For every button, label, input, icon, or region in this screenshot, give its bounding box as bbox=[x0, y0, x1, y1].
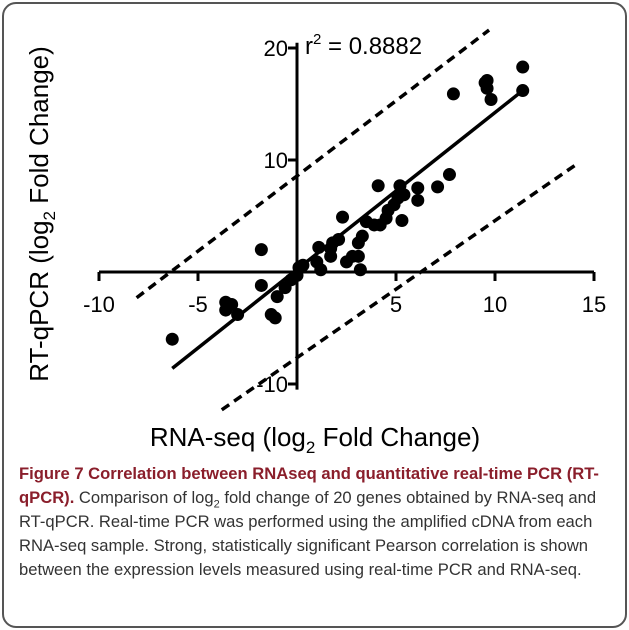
point bbox=[446, 87, 460, 101]
point bbox=[516, 60, 530, 74]
x-tick-label: 15 bbox=[582, 292, 606, 317]
point bbox=[219, 303, 233, 317]
point bbox=[355, 229, 369, 243]
x-axis-label: RNA-seq (log2 Fold Change) bbox=[150, 422, 480, 455]
bound-line bbox=[220, 163, 578, 412]
y-tick-label: 20 bbox=[264, 36, 288, 61]
chart: r2 = 0.8882 RNA-seq (log2 Fold Change) R… bbox=[24, 28, 606, 455]
point bbox=[351, 249, 365, 263]
caption-rest: fold change of 20 genes obtained by RNA-… bbox=[19, 488, 597, 579]
point bbox=[431, 180, 445, 194]
point bbox=[270, 290, 284, 304]
point bbox=[516, 84, 530, 98]
point bbox=[254, 278, 268, 292]
point bbox=[254, 243, 268, 257]
point bbox=[312, 240, 326, 254]
point bbox=[165, 332, 179, 346]
point bbox=[484, 93, 498, 107]
point bbox=[480, 81, 494, 95]
point bbox=[296, 258, 310, 272]
point bbox=[411, 193, 425, 207]
caption: Figure 7 Correlation between RNAseq and … bbox=[19, 462, 617, 582]
annotation-base: r bbox=[305, 33, 313, 60]
point bbox=[332, 233, 346, 247]
annotation-sup: 2 bbox=[313, 31, 321, 48]
point bbox=[397, 188, 411, 202]
caption-title: Figure 7 Correlation between RNAseq and … bbox=[19, 464, 599, 507]
fit-line bbox=[171, 89, 524, 370]
point bbox=[314, 263, 328, 277]
point bbox=[231, 308, 245, 322]
point bbox=[371, 179, 385, 193]
y-label-rest: Fold Change) bbox=[24, 46, 54, 211]
caption-sub: 2 bbox=[213, 498, 220, 511]
x-label-text: RNA-seq (log bbox=[150, 422, 306, 452]
annotation-rest: = 0.8882 bbox=[321, 33, 422, 60]
point bbox=[353, 263, 367, 277]
x-label-sub: 2 bbox=[306, 438, 315, 455]
x-tick-label: 10 bbox=[483, 292, 507, 317]
x-label-rest: Fold Change) bbox=[315, 422, 480, 452]
y-tick-label: 10 bbox=[264, 148, 288, 173]
y-label-sub: 2 bbox=[40, 211, 59, 220]
x-tick-label: -5 bbox=[188, 292, 208, 317]
y-label-text: RT-qPCR (log bbox=[24, 220, 54, 381]
y-axis-label: RT-qPCR (log2 Fold Change) bbox=[24, 46, 59, 382]
bound-line bbox=[135, 28, 491, 300]
point bbox=[395, 213, 409, 227]
point bbox=[411, 181, 425, 195]
point bbox=[336, 210, 350, 224]
caption-text: Comparison of log bbox=[74, 488, 214, 507]
x-tick-label: 5 bbox=[390, 292, 402, 317]
point bbox=[268, 311, 282, 325]
point bbox=[442, 168, 456, 182]
x-tick-label: -10 bbox=[83, 292, 115, 317]
annotation: r2 = 0.8882 bbox=[305, 31, 422, 60]
